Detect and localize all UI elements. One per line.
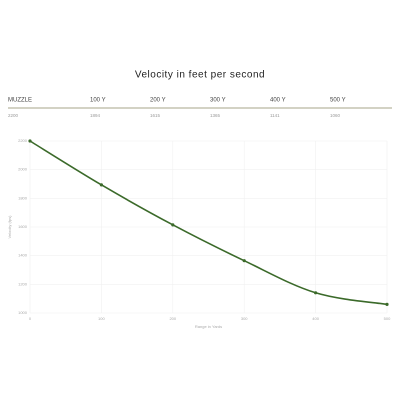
table-cell: 1060	[330, 113, 341, 118]
table-cell: 1615	[150, 113, 161, 118]
table-header: MUZZLE	[8, 98, 32, 104]
y-axis-label: Velocity (fps)	[7, 215, 12, 239]
table-header: 300 Y	[210, 98, 226, 104]
data-point	[385, 302, 389, 306]
table-header: 200 Y	[150, 98, 166, 104]
x-axis-label: Range in Yards	[195, 324, 222, 329]
data-point	[99, 183, 103, 187]
y-tick-label: 2000	[18, 167, 28, 172]
y-tick-label: 1200	[18, 281, 28, 286]
x-tick-label: 500	[384, 316, 391, 321]
table-cell: 1894	[90, 113, 101, 118]
table-cell: 1141	[270, 113, 280, 118]
chart-title: Velocity in feet per second	[135, 70, 265, 81]
y-tick-label: 1600	[18, 224, 28, 229]
table-header: 400 Y	[270, 98, 286, 104]
x-tick-label: 300	[241, 316, 248, 321]
y-tick-label: 1000	[18, 310, 28, 315]
y-tick-label: 1400	[18, 253, 28, 258]
data-point	[242, 259, 246, 263]
table-cell: 2200	[8, 113, 19, 118]
x-tick-label: 100	[98, 316, 105, 321]
data-point	[314, 291, 318, 295]
x-tick-label: 400	[312, 316, 319, 321]
data-point	[28, 139, 32, 143]
x-tick-label: 200	[169, 316, 176, 321]
data-line	[29, 140, 388, 306]
table-header: 500 Y	[330, 98, 346, 104]
table-cell: 1365	[210, 113, 221, 118]
table-header: 100 Y	[90, 98, 106, 104]
x-tick-label: 0	[29, 316, 32, 321]
y-tick-label: 2200	[18, 138, 28, 143]
data-point	[171, 223, 175, 227]
y-tick-label: 1800	[18, 195, 28, 200]
